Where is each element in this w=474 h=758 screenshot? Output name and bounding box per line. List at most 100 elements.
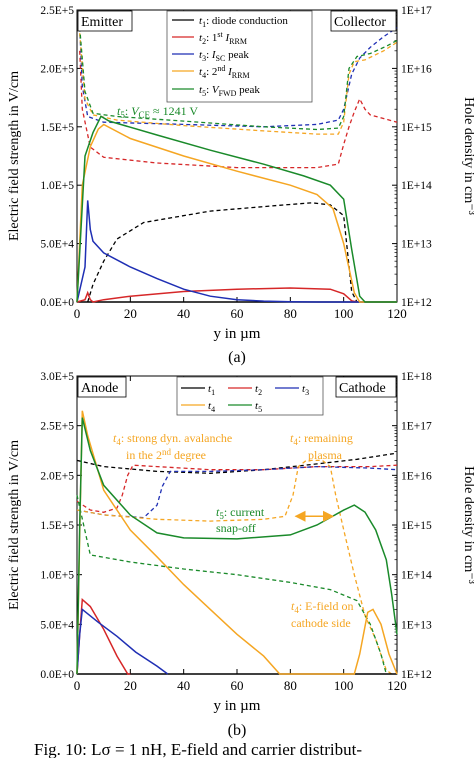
legend-a: t1: diode conduction t2: 1st IRRM t3: IS… [166,10,313,103]
field-line-t₅ [76,115,397,303]
region-label-anode: Anode [81,381,118,396]
x-tick-label: 20 [124,306,137,321]
legend-item-b-1: t1 [181,383,215,397]
legend-item-b-5: t5 [228,400,262,414]
legend-item-a-1: t1: diode conduction [172,15,288,29]
legend-item-a-2: t2: 1st IRRM [172,30,247,46]
y2-tick-label: 1E+16 [401,63,432,75]
xlabel-b: y in µm [214,698,261,714]
legend-label: t3 [302,383,309,397]
density-line-t₃ [76,465,398,519]
legend-label: t5 [255,400,262,414]
y2label-b: Hole density in cm⁻³ [461,466,474,584]
annotation-efield: t4: E-field on [291,599,354,615]
x-tick-label: 80 [284,678,297,693]
y2-tick-label: 1E+14 [401,180,432,192]
legend-label: t1 [208,383,215,397]
x-tick-label: 120 [387,306,407,321]
y-tick-label: 2.0E+5 [40,470,74,482]
y-tick-label: 5.0E+4 [40,619,74,631]
density-line-t₄ [79,33,398,135]
field-line-t₄ [76,410,398,675]
field-line-t₄ [76,123,397,303]
y-tick-label: 3.0E+5 [40,371,74,383]
density-line-t₁ [87,202,358,303]
y-tick-label: 5.0E+4 [40,239,74,251]
density-line-t₃ [79,27,398,128]
legend-label: t2: 1st IRRM [199,30,247,46]
x-tick-label: 60 [231,306,244,321]
x-tick-label: 100 [334,678,354,693]
legend-item-a-3: t3: ISC peak [172,49,249,63]
legend-item-a-4: t4: 2nd IRRM [172,64,250,80]
panel-b: 0 20 40 60 80 100 120 0.0E+0 5.0E+4 1.0E+5 1.5E+5… [7,371,474,739]
x-tick-label: 100 [334,306,354,321]
field-line-t₃ [76,607,169,675]
annotation-plasma: plasma [308,448,343,462]
y-tick-label: 1.5E+5 [40,520,74,532]
y2-tick-label: 1E+18 [401,371,432,383]
y2-tick-label: 1E+12 [401,669,432,681]
field-series-b [76,410,398,675]
region-label-cathode: Cathode [339,381,386,396]
y-tick-label: 2.0E+5 [40,63,74,75]
y-tick-label: 2.5E+5 [40,421,74,433]
x-tick-label: 0 [74,306,81,321]
y2-ticks-b: 1E+12 1E+13 1E+14 1E+15 1E+16 1E+17 1E+18 [392,371,432,681]
panel-a: 0 20 40 60 80 100 120 0.0E+0 5.0E+4 1.0E+5 1.5E+5… [7,5,474,366]
legend-box-a [166,10,313,103]
legend-label: t1: diode conduction [199,15,288,29]
annotation-remaining: t4: remaining [290,431,353,447]
ylabel-a: Electric field strength in V/cm [7,71,22,241]
annotation-degree: in the 2nd degree [126,447,206,462]
y2-ticks-a: 1E+12 1E+13 1E+14 1E+15 1E+16 1E+17 [392,5,432,309]
x-tick-label: 40 [177,678,190,693]
x-tick-label: 0 [74,678,81,693]
ylabel-b: Electric field strength in V/cm [7,440,22,610]
legend-item-b-2: t2 [228,383,262,397]
x-ticks-b: 0 20 40 60 80 100 120 [74,376,407,693]
y2-tick-label: 1E+12 [401,297,432,309]
y2-tick-label: 1E+14 [401,570,432,582]
x-tick-label: 20 [124,678,137,693]
legend-label: t3: ISC peak [199,49,249,63]
caption: Fig. 10: Lσ = 1 nH, E-field and carrier … [34,740,362,758]
y2-tick-label: 1E+13 [401,239,432,251]
legend-box-b [176,376,324,416]
xlabel-a: y in µm [214,326,261,342]
density-line-t₅ [79,27,398,131]
density-series-a [79,27,398,303]
annotations-b: t4: strong dyn. avalanche in the 2nd deg… [113,431,354,630]
field-line-t₃ [76,200,397,303]
legend-label: t5: VFWD peak [199,84,260,98]
legend-b: t1 t2 t3 t4 t5 [176,376,324,416]
y2-tick-label: 1E+15 [401,122,432,134]
field-line-t₅ [76,417,398,675]
y2-tick-label: 1E+17 [401,5,432,17]
region-label-collector: Collector [334,15,386,30]
legend-label: t2 [255,383,262,397]
y2-tick-label: 1E+17 [401,421,432,433]
y-ticks-a: 0.0E+0 5.0E+4 1.0E+5 1.5E+5 2.0E+5 2.5E+5 [40,5,82,309]
density-line-t₁ [76,452,398,474]
annotation-snapoff-2: snap-off [216,521,256,535]
legend-item-a-5: t5: VFWD peak [172,84,260,98]
legend-item-b-3: t3 [275,383,309,397]
field-line-t₂ [76,287,358,303]
annotation-vce: t5: VCE ≈ 1241 V [117,104,198,120]
y-tick-label: 2.5E+5 [40,5,74,17]
x-tick-label: 60 [231,678,244,693]
y2-tick-label: 1E+13 [401,619,432,631]
y2-tick-label: 1E+15 [401,520,432,532]
legend-label: t4: 2nd IRRM [199,64,250,80]
legend-label: t4 [208,400,215,414]
annotation-avalanche: t4: strong dyn. avalanche [113,431,232,447]
sublabel-a: (a) [228,349,246,366]
y-tick-label: 1.0E+5 [40,570,74,582]
y-tick-label: 1.5E+5 [40,122,74,134]
x-tick-label: 80 [284,306,297,321]
legend-item-b-4: t4 [181,400,215,414]
region-box-anode [77,376,127,398]
x-tick-label: 120 [387,678,407,693]
y2-tick-label: 1E+16 [401,470,432,482]
